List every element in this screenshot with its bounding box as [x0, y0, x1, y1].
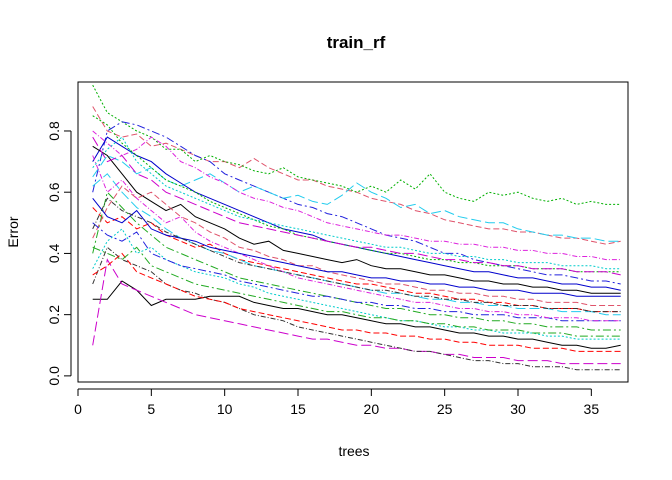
x-tick-label: 25	[437, 401, 453, 417]
series-line-19	[92, 197, 621, 297]
axes-layer: 0 5 10 15 20 25 30 35 0.0 0.2 0.4 0.6 0.8	[46, 121, 599, 417]
series-line-23	[92, 136, 621, 276]
series-line-24	[92, 197, 621, 313]
series-line-12	[92, 246, 621, 371]
series-line-13	[92, 145, 621, 294]
y-tick-label: 0.6	[46, 182, 62, 202]
series-line-18	[92, 155, 621, 322]
series-line-2	[92, 106, 621, 245]
series-line-15	[92, 115, 621, 273]
series-line-5	[92, 154, 621, 242]
series-line-8	[92, 207, 621, 313]
series-line-1	[92, 280, 621, 349]
series-line-16	[92, 222, 621, 322]
y-axis-label: Error	[5, 216, 21, 247]
y-tick-label: 0.2	[46, 305, 62, 325]
x-tick-label: 30	[510, 401, 526, 417]
x-tick-label: 20	[364, 401, 380, 417]
y-tick-label: 0.0	[46, 366, 62, 386]
series-line-22	[92, 246, 621, 337]
series-line-20	[92, 252, 621, 352]
x-tick-label: 15	[290, 401, 306, 417]
y-tick-label: 0.4	[46, 243, 62, 263]
series-line-3	[92, 84, 621, 205]
plot-frame	[77, 81, 629, 383]
series-layer	[92, 84, 621, 371]
series-line-14	[92, 185, 621, 306]
series-line-11	[92, 258, 621, 365]
series-line-21	[92, 136, 621, 270]
x-tick-label: 35	[584, 401, 600, 417]
x-axis-label: trees	[338, 443, 369, 459]
x-tick-label: 10	[217, 401, 233, 417]
x-tick-label: 0	[74, 401, 82, 417]
x-tick-label: 5	[147, 401, 155, 417]
chart-title: train_rf	[327, 33, 386, 52]
series-line-4	[92, 121, 621, 285]
series-line-9	[92, 228, 621, 340]
series-line-10	[92, 191, 621, 331]
series-line-6	[92, 130, 621, 261]
y-tick-label: 0.8	[46, 121, 62, 141]
series-line-7	[92, 136, 621, 291]
